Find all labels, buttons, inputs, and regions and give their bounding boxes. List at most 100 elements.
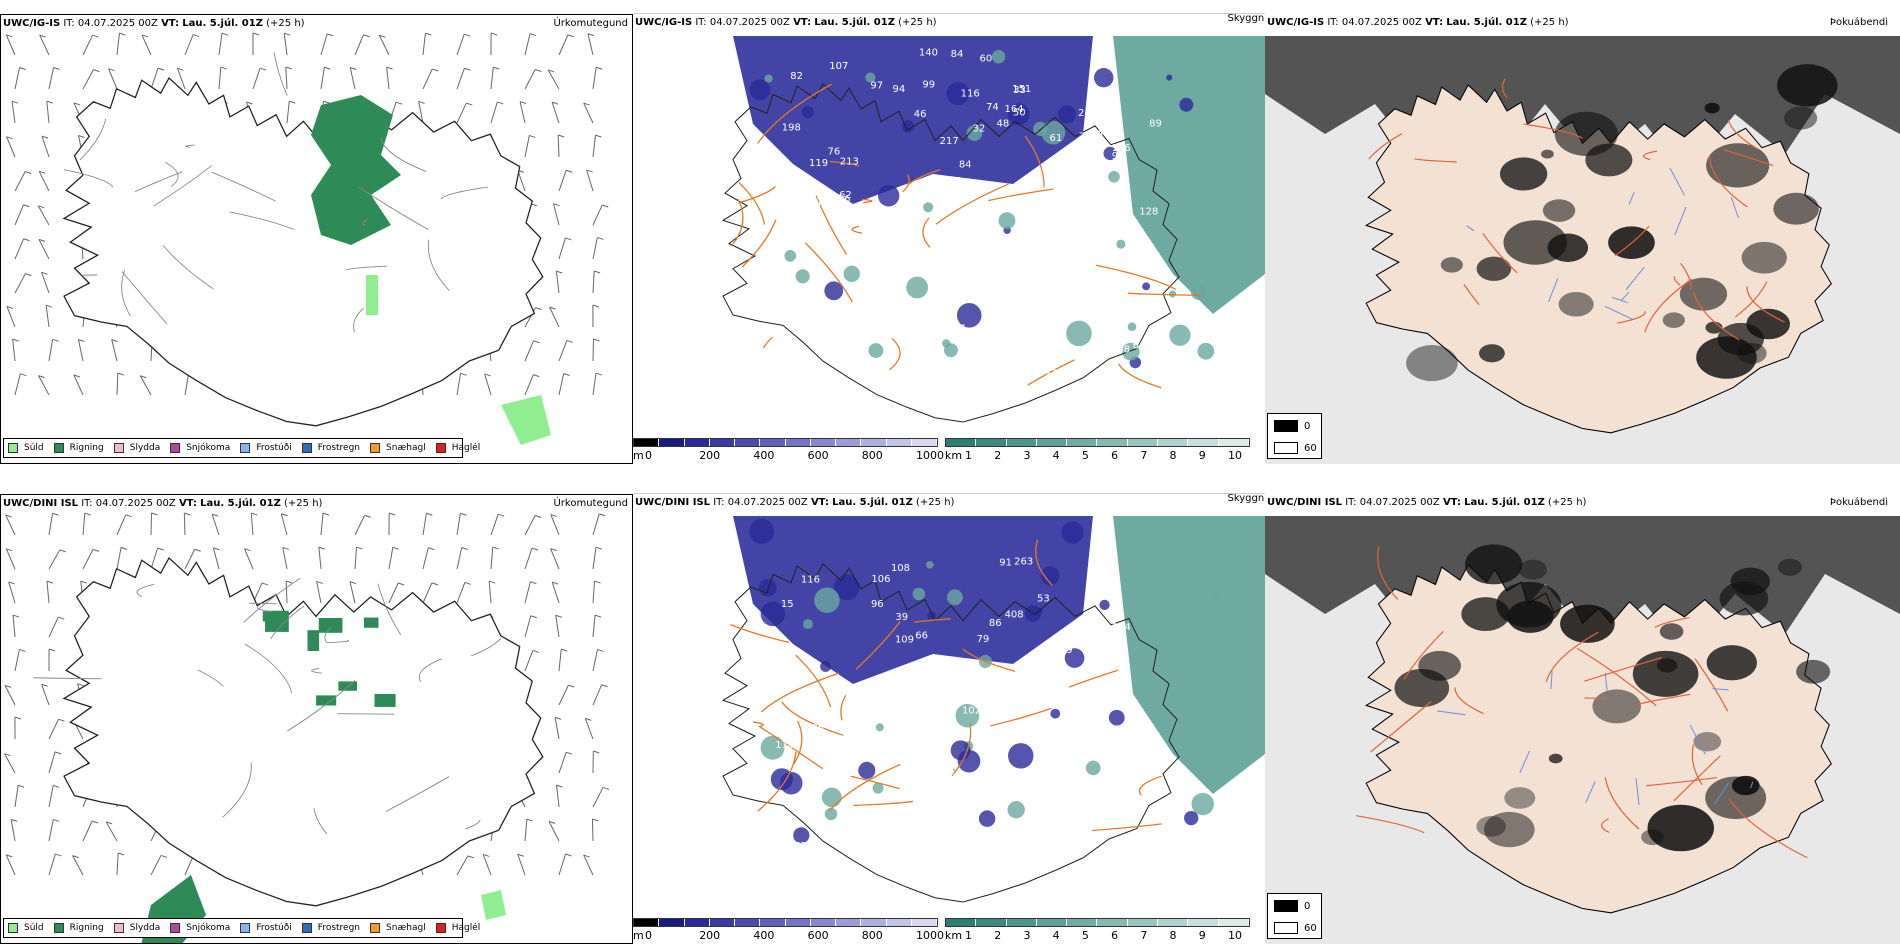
wind-barb-flag: [4, 684, 12, 688]
road-line: [1673, 276, 1681, 286]
legend-swatch: [113, 923, 124, 933]
cloud-cell: [998, 212, 1016, 230]
cloud-cell: [821, 787, 842, 808]
road-line: [229, 211, 294, 230]
low-ceiling-area: [733, 36, 1093, 204]
cloud-cell: [1121, 342, 1140, 361]
wind-barb-flag: [596, 66, 603, 70]
wind-barb-flag: [553, 203, 560, 207]
road-line: [1024, 135, 1045, 188]
ceiling-label: 45: [907, 256, 920, 267]
wind-barb-flag: [11, 100, 19, 104]
cloud-cell: [802, 619, 813, 630]
wind-barb-flag: [461, 547, 468, 550]
map-layer: [5, 32, 609, 445]
cloud-cell: [843, 265, 860, 283]
wind-barb: [550, 514, 560, 536]
wind-barb: [6, 306, 16, 328]
wind-barb: [456, 102, 467, 124]
ceiling-label: 74: [986, 102, 999, 113]
wind-barb: [488, 581, 492, 604]
ceiling-label: 135: [1072, 282, 1091, 293]
colorbar-tick: 2: [994, 929, 1002, 942]
cloud-cell: [1050, 708, 1061, 719]
cloud-cell: [946, 589, 963, 606]
separator-line: [633, 13, 1265, 14]
legend-swatch: [301, 923, 312, 933]
cloud-cell: [906, 276, 929, 299]
wind-barb: [5, 514, 16, 536]
wind-barb: [77, 339, 84, 362]
road-line: [740, 186, 776, 203]
wind-barb-flag: [289, 100, 296, 104]
wind-barb: [14, 67, 21, 90]
ceiling-label: 89: [1149, 119, 1162, 130]
rain-area: [363, 617, 379, 628]
wind-barb-flag: [556, 270, 563, 274]
road-line: [914, 618, 951, 623]
fog-patch: [1705, 321, 1723, 334]
wind-barb: [4, 753, 16, 774]
wind-barb-flag: [431, 582, 439, 586]
wind-barb-flag: [41, 683, 48, 687]
wind-barb: [211, 513, 220, 536]
colorbar-unit: km: [945, 449, 963, 462]
ceiling-label: 99: [922, 80, 935, 91]
wind-barb: [108, 68, 118, 90]
wind-barb: [422, 513, 427, 536]
wind-barb-flag: [551, 101, 559, 105]
legend-label: Snjókoma: [186, 923, 231, 933]
iceland-coastline: [721, 83, 1180, 423]
cloud-cell: [824, 281, 844, 301]
ceiling-label: 201: [1093, 244, 1112, 255]
colorbar-tick: 1: [965, 929, 972, 942]
colorbar-tick: 9: [1198, 449, 1206, 462]
road-line: [1584, 657, 1662, 682]
wind-barb-flag: [583, 102, 590, 106]
wind-barb-flag: [550, 514, 557, 518]
road-line: [162, 244, 214, 290]
fog-patch: [1558, 291, 1594, 317]
ceiling-label: 118: [1041, 344, 1060, 355]
wind-barb: [592, 649, 598, 672]
ceiling-label: 198: [782, 123, 801, 134]
road-line: [1644, 278, 1693, 333]
cloud-cell: [1166, 74, 1173, 81]
wind-barb-flag: [46, 580, 54, 584]
wind-barb-flag: [565, 853, 572, 857]
ceiling-label: 33: [1013, 85, 1026, 96]
wind-barb: [14, 649, 20, 672]
wind-barb-flag: [395, 101, 403, 105]
wind-barb: [592, 271, 595, 294]
legend-item: Frostúði: [240, 923, 292, 933]
wind-barb: [12, 615, 16, 638]
river-line: [1548, 278, 1559, 303]
ceiling-label: 116: [801, 575, 820, 586]
cloud-cell: [1057, 105, 1076, 124]
road-line: [951, 723, 972, 777]
drizzle-area: [481, 890, 506, 920]
fog-patch: [1406, 345, 1458, 382]
colorbar-tick: 400: [753, 449, 775, 462]
wind-barb: [555, 615, 560, 638]
wind-barb: [555, 271, 560, 294]
wind-barb: [592, 237, 598, 260]
road-line: [1576, 647, 1657, 707]
legend-item: Snæhagl: [370, 923, 426, 933]
cloud-cell: [1191, 792, 1214, 816]
wind-barb-flag: [125, 514, 132, 518]
ceiling-label: 128: [1139, 206, 1158, 217]
wind-barb: [37, 205, 50, 226]
wind-barb: [116, 514, 127, 536]
cloud-cell: [779, 771, 803, 795]
rain-area: [318, 618, 343, 633]
wind-barb-flag: [594, 614, 602, 618]
road-line: [121, 271, 168, 325]
ceiling-label: 300: [789, 291, 808, 302]
road-line: [862, 198, 873, 204]
wind-barb-flag: [6, 548, 13, 552]
ceiling-label: 99: [929, 852, 942, 863]
colorbar-tick: 3: [1023, 929, 1031, 942]
ceiling-label: 263: [1014, 557, 1033, 568]
wind-barb: [517, 854, 526, 876]
